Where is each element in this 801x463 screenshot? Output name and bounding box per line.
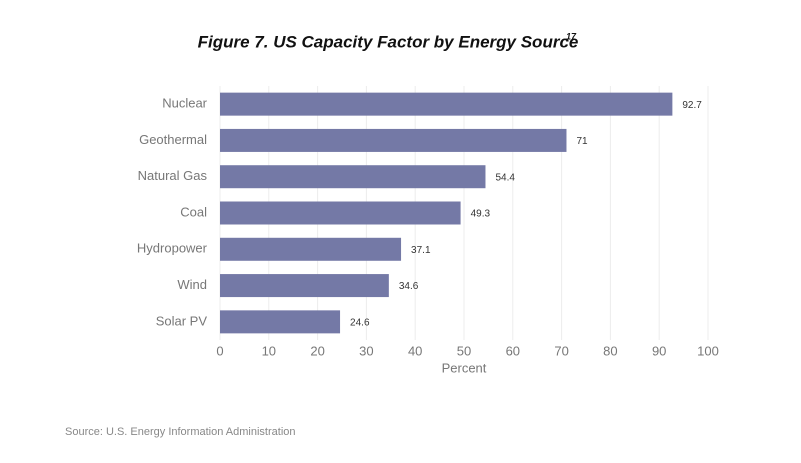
value-label: 92.7 bbox=[682, 100, 702, 111]
value-label: 71 bbox=[576, 136, 588, 147]
x-tick-label: 80 bbox=[603, 343, 617, 358]
bar bbox=[220, 92, 673, 116]
bar bbox=[220, 165, 486, 189]
category-label: Solar PV bbox=[156, 313, 208, 328]
bar bbox=[220, 201, 461, 225]
bar bbox=[220, 128, 567, 152]
category-label: Nuclear bbox=[162, 96, 207, 111]
value-label: 54.4 bbox=[495, 172, 515, 183]
x-tick-label: 10 bbox=[262, 343, 276, 358]
x-tick-label: 70 bbox=[554, 343, 568, 358]
value-label: 34.6 bbox=[399, 281, 419, 292]
source-note: Source: U.S. Energy Information Administ… bbox=[65, 426, 296, 438]
bar bbox=[220, 274, 389, 298]
x-tick-label: 60 bbox=[506, 343, 520, 358]
category-label: Hydropower bbox=[137, 241, 208, 256]
x-tick-label: 90 bbox=[652, 343, 666, 358]
value-label: 49.3 bbox=[471, 209, 491, 220]
chart-title: Figure 7. US Capacity Factor by Energy S… bbox=[198, 32, 579, 51]
value-label: 24.6 bbox=[350, 317, 370, 328]
category-label: Natural Gas bbox=[138, 168, 208, 183]
bar bbox=[220, 310, 341, 334]
x-tick-label: 0 bbox=[216, 343, 223, 358]
bar bbox=[220, 237, 402, 261]
x-axis-label: Percent bbox=[442, 360, 487, 375]
x-tick-label: 30 bbox=[359, 343, 373, 358]
x-tick-label: 50 bbox=[457, 343, 471, 358]
category-label: Coal bbox=[180, 204, 207, 219]
x-tick-label: 40 bbox=[408, 343, 422, 358]
category-label: Wind bbox=[177, 277, 207, 292]
value-label: 37.1 bbox=[411, 245, 431, 256]
category-label: Geothermal bbox=[139, 132, 207, 147]
title-superscript: 17 bbox=[566, 31, 577, 41]
x-tick-label: 20 bbox=[310, 343, 324, 358]
x-tick-label: 100 bbox=[697, 343, 719, 358]
